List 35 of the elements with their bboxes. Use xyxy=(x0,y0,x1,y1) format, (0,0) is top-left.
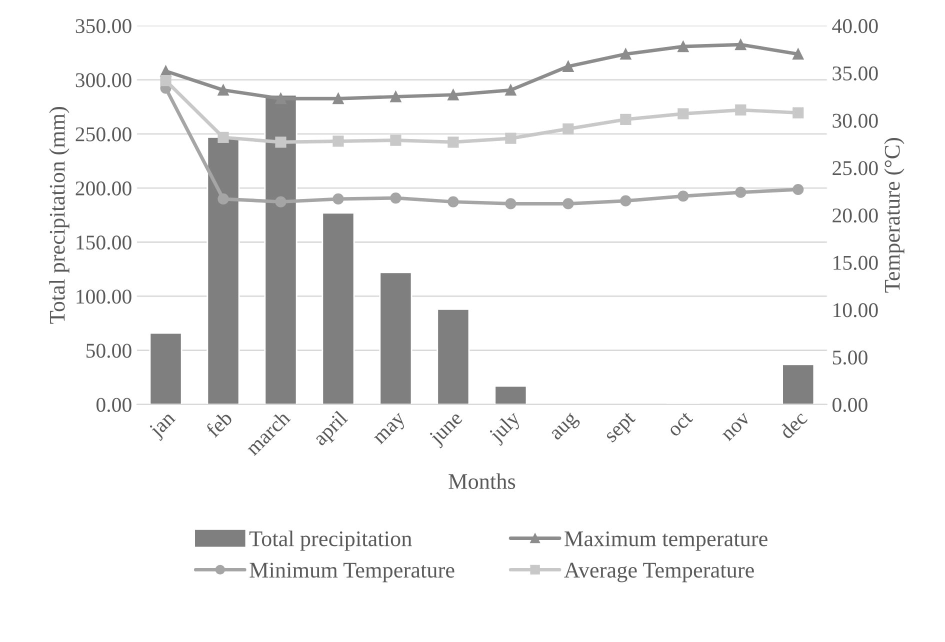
x-tick-label: jan xyxy=(148,410,179,442)
legend-label: Average Temperature xyxy=(564,562,754,582)
x-tick-label: oct xyxy=(668,411,694,438)
x-tick-label: feb xyxy=(204,410,234,438)
y2-tick-label: 25.00 xyxy=(832,161,878,176)
legend-label: Minimum Temperature xyxy=(250,562,454,582)
y2-tick-label: 5.00 xyxy=(832,350,868,365)
y2-tick-label: 20.00 xyxy=(832,208,878,223)
legend-label: Maximum temperature xyxy=(564,531,768,551)
y2-tick-label: 35.00 xyxy=(832,66,878,81)
x-tick-label: april xyxy=(312,410,352,450)
y-tick-label: 200.00 xyxy=(76,181,132,196)
y-tick-label: 0.00 xyxy=(96,398,132,412)
y2-tick-label: 40.00 xyxy=(832,19,878,34)
x-tick-label: dec xyxy=(778,410,808,440)
y-tick-label: 300.00 xyxy=(76,73,132,88)
y-tick-label: 50.00 xyxy=(86,344,132,358)
y-tick-label: 350.00 xyxy=(76,19,132,34)
x-tick-label: july xyxy=(487,409,524,446)
y2-tick-label: 0.00 xyxy=(832,398,868,412)
y2-tick-label: 30.00 xyxy=(832,114,878,128)
x-tick-label: nov xyxy=(722,412,752,442)
y-axis-title: Total precipitation (mm) xyxy=(49,106,70,324)
x-tick-label: sept xyxy=(604,411,639,446)
y2-tick-label: 10.00 xyxy=(834,303,878,318)
x-tick-label: may xyxy=(374,412,410,448)
x-axis-title: Months xyxy=(448,473,516,490)
y-tick-label: 100.00 xyxy=(76,290,132,304)
y-tick-label: 150.00 xyxy=(76,236,132,250)
y2-tick-label: 15.00 xyxy=(834,256,878,270)
y-tick-label: 250.00 xyxy=(76,127,132,142)
x-tick-label: aug xyxy=(550,412,582,444)
legend-label: Total precipitation xyxy=(249,530,412,551)
y2-axis-title: Temperature (°C) xyxy=(884,138,904,293)
x-tick-label: june xyxy=(428,410,466,448)
